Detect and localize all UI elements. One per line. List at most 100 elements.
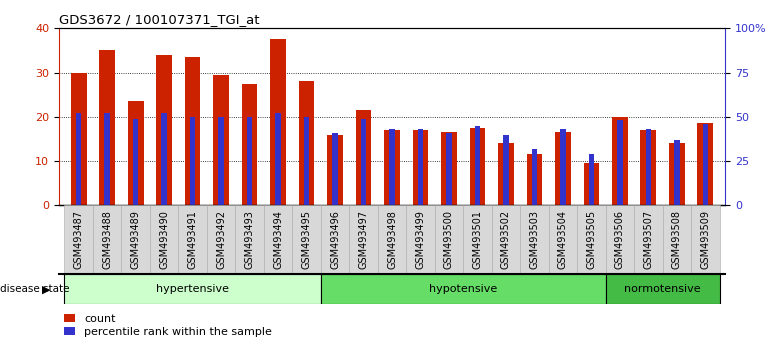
Text: GSM493489: GSM493489 (131, 210, 140, 269)
Bar (378, 205, 406, 274)
Text: GSM493490: GSM493490 (159, 210, 169, 269)
Bar (474, 126, 480, 205)
Bar (247, 117, 252, 205)
Bar (128, 101, 143, 205)
Bar (64, 274, 321, 304)
Bar (641, 130, 656, 205)
Bar (213, 75, 229, 205)
Bar (470, 128, 485, 205)
Bar (361, 119, 366, 205)
Bar (577, 205, 605, 274)
Bar (64, 205, 93, 274)
Text: GSM493487: GSM493487 (74, 210, 84, 269)
Text: GSM493491: GSM493491 (187, 210, 198, 269)
Text: GSM493504: GSM493504 (558, 210, 568, 269)
Text: hypertensive: hypertensive (156, 284, 229, 295)
Bar (674, 140, 680, 205)
Bar (698, 124, 713, 205)
Text: GSM493497: GSM493497 (358, 210, 368, 269)
Bar (662, 205, 691, 274)
Bar (549, 205, 577, 274)
Text: GSM493488: GSM493488 (102, 210, 112, 269)
Bar (691, 205, 720, 274)
Bar (104, 113, 110, 205)
Text: GSM493505: GSM493505 (586, 210, 597, 269)
Bar (412, 130, 428, 205)
Text: GSM493498: GSM493498 (387, 210, 397, 269)
Text: GSM493500: GSM493500 (444, 210, 454, 269)
Text: GSM493493: GSM493493 (245, 210, 255, 269)
Text: GSM493501: GSM493501 (473, 210, 482, 269)
Bar (321, 205, 350, 274)
Bar (463, 205, 492, 274)
Text: GDS3672 / 100107371_TGI_at: GDS3672 / 100107371_TGI_at (59, 13, 260, 26)
Text: ▶: ▶ (42, 284, 51, 295)
Text: GSM493495: GSM493495 (302, 210, 311, 269)
Text: GSM493494: GSM493494 (273, 210, 283, 269)
Bar (190, 117, 195, 205)
Text: GSM493499: GSM493499 (416, 210, 426, 269)
Bar (71, 73, 86, 205)
Bar (441, 132, 457, 205)
Bar (235, 205, 264, 274)
Bar (418, 129, 423, 205)
Bar (264, 205, 292, 274)
Bar (156, 55, 172, 205)
Bar (498, 143, 514, 205)
Text: GSM493507: GSM493507 (644, 210, 653, 269)
Bar (669, 143, 684, 205)
Bar (321, 274, 605, 304)
Bar (605, 274, 720, 304)
Bar (503, 135, 509, 205)
Bar (702, 124, 708, 205)
Bar (162, 113, 167, 205)
Bar (406, 205, 434, 274)
Bar (583, 163, 599, 205)
Text: disease state: disease state (0, 284, 70, 295)
Text: GSM493508: GSM493508 (672, 210, 682, 269)
Bar (100, 51, 115, 205)
Bar (241, 84, 257, 205)
Bar (605, 205, 634, 274)
Bar (122, 205, 150, 274)
Text: hypotensive: hypotensive (429, 284, 497, 295)
Bar (390, 129, 394, 205)
Bar (645, 129, 651, 205)
Bar (434, 205, 463, 274)
Bar (527, 154, 543, 205)
Bar (555, 132, 571, 205)
Bar (356, 110, 372, 205)
Bar (185, 57, 201, 205)
Bar (332, 133, 338, 205)
Bar (304, 117, 310, 205)
Bar (532, 149, 537, 205)
Bar (270, 39, 286, 205)
Text: GSM493492: GSM493492 (216, 210, 226, 269)
Bar (179, 205, 207, 274)
Bar (617, 120, 622, 205)
Bar (612, 117, 628, 205)
Bar (634, 205, 662, 274)
Bar (446, 133, 452, 205)
Text: normotensive: normotensive (624, 284, 701, 295)
Legend: count, percentile rank within the sample: count, percentile rank within the sample (64, 314, 272, 337)
Bar (589, 154, 594, 205)
Text: GSM493496: GSM493496 (330, 210, 340, 269)
Bar (275, 113, 281, 205)
Text: GSM493502: GSM493502 (501, 210, 511, 269)
Text: GSM493506: GSM493506 (615, 210, 625, 269)
Bar (219, 117, 224, 205)
Bar (560, 129, 565, 205)
Bar (327, 135, 343, 205)
Bar (520, 205, 549, 274)
Bar (93, 205, 122, 274)
Bar (492, 205, 520, 274)
Bar (133, 119, 139, 205)
Text: GSM493509: GSM493509 (700, 210, 710, 269)
Bar (207, 205, 235, 274)
Text: GSM493503: GSM493503 (529, 210, 539, 269)
Bar (150, 205, 179, 274)
Bar (350, 205, 378, 274)
Bar (76, 113, 82, 205)
Bar (299, 81, 314, 205)
